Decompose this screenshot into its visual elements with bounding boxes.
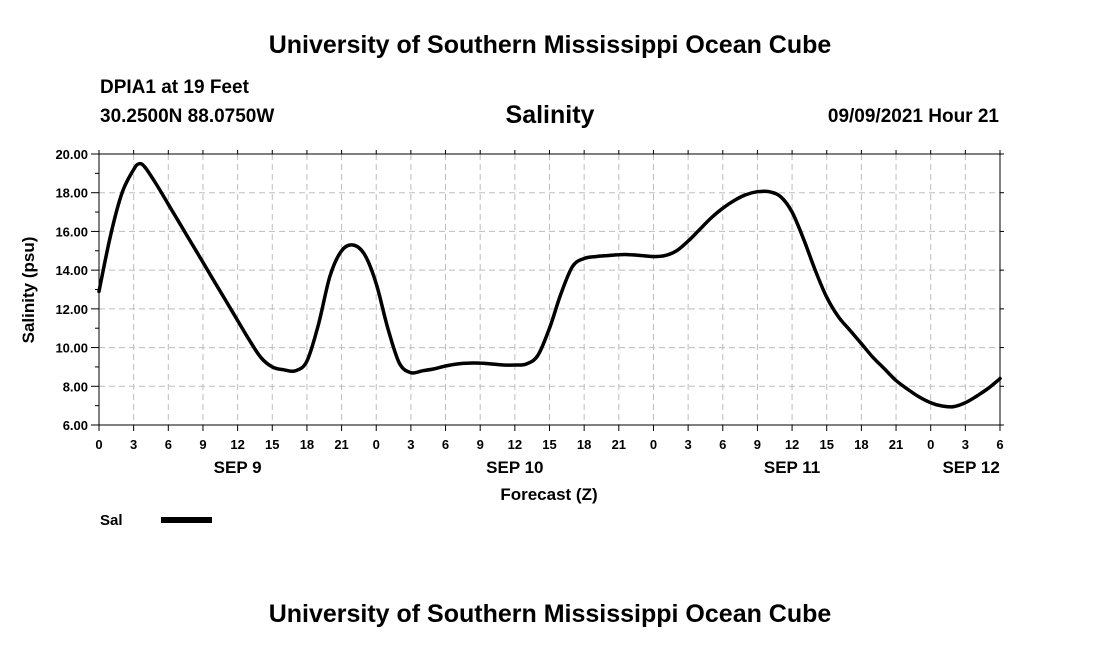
x-tick-label: 12 xyxy=(508,437,522,452)
x-tick-label: 18 xyxy=(577,437,591,452)
x-tick-label: 21 xyxy=(612,437,626,452)
x-tick-label: 12 xyxy=(785,437,799,452)
axes-layer: 0 3 6 9 12 15 18 21 0 3 6 9 12 15 18 21 0 3 6 9 12 15 18 21 0 3 6 6… xyxy=(55,147,1004,477)
variable-title: Salinity xyxy=(505,101,595,129)
x-tick-label: 15 xyxy=(819,437,833,452)
x-axis-title: Forecast (Z) xyxy=(500,485,597,504)
x-tick-label: 9 xyxy=(754,437,761,452)
x-tick-label: 0 xyxy=(650,437,657,452)
x-tick-label: 6 xyxy=(996,437,1003,452)
x-tick-label: 12 xyxy=(230,437,244,452)
date-label: SEP 10 xyxy=(486,458,543,477)
y-tick-label: 12.00 xyxy=(55,302,88,317)
x-tick-label: 15 xyxy=(542,437,556,452)
station-coordinates: 30.2500N 88.0750W xyxy=(100,106,275,127)
x-tick-label: 0 xyxy=(373,437,380,452)
x-tick-label: 6 xyxy=(442,437,449,452)
x-tick-label: 0 xyxy=(927,437,934,452)
x-tick-label: 18 xyxy=(300,437,314,452)
x-tick-label: 21 xyxy=(334,437,348,452)
date-label: SEP 12 xyxy=(942,458,999,477)
y-tick-label: 16.00 xyxy=(55,224,88,239)
x-tick-label: 6 xyxy=(719,437,726,452)
x-tick-label: 15 xyxy=(265,437,279,452)
x-tick-label: 6 xyxy=(165,437,172,452)
x-tick-label: 18 xyxy=(854,437,868,452)
x-tick-label: 3 xyxy=(407,437,414,452)
forecast-datetime: 09/09/2021 Hour 21 xyxy=(827,106,999,127)
x-tick-label: 0 xyxy=(95,437,102,452)
x-tick-label: 21 xyxy=(889,437,903,452)
grid-layer xyxy=(99,154,1000,425)
legend-label-sal: Sal xyxy=(100,512,123,529)
date-label: SEP 9 xyxy=(214,458,262,477)
y-tick-label: 18.00 xyxy=(55,186,88,201)
y-tick-label: 14.00 xyxy=(55,263,88,278)
footer-title: University of Southern Mississippi Ocean… xyxy=(268,600,832,628)
y-tick-label: 20.00 xyxy=(55,147,88,162)
series-line-sal xyxy=(97,161,1002,409)
x-tick-label: 9 xyxy=(199,437,206,452)
x-tick-label: 3 xyxy=(684,437,691,452)
station-name: DPIA1 at 19 Feet xyxy=(100,77,249,98)
x-tick-label: 3 xyxy=(962,437,969,452)
y-tick-label: 6.00 xyxy=(63,418,88,433)
y-tick-label: 8.00 xyxy=(63,379,88,394)
legend: Sal xyxy=(100,512,212,529)
page-title: University of Southern Mississippi Ocean… xyxy=(268,31,832,59)
date-label: SEP 11 xyxy=(764,458,820,477)
series-layer xyxy=(97,161,1002,409)
y-tick-label: 10.00 xyxy=(55,341,88,356)
legend-swatch-sal xyxy=(161,517,212,523)
y-axis-title: Salinity (psu) xyxy=(19,237,38,344)
x-tick-label: 9 xyxy=(477,437,484,452)
x-tick-label: 3 xyxy=(130,437,137,452)
